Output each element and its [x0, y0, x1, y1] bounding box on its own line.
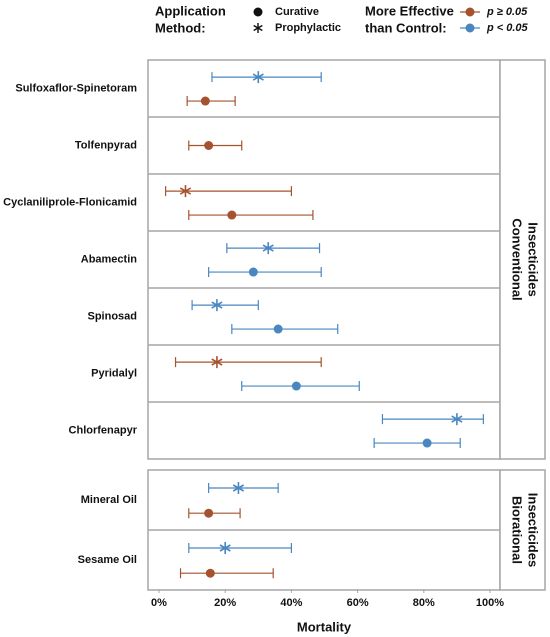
legend-marker: [253, 7, 263, 17]
point: [179, 185, 192, 198]
error-bar: [191, 300, 259, 311]
row-label: Tolfenpyrad: [75, 139, 137, 151]
row-label: Chlorfenapyr: [69, 424, 138, 436]
point: [211, 356, 223, 369]
row-label: Cyclaniliprole-Flonicamid: [3, 196, 137, 208]
legend-label: Prophylactic: [275, 22, 341, 34]
panel-label: Biorational: [510, 496, 525, 564]
point: [422, 438, 432, 448]
panel-label: Conventional: [510, 218, 525, 300]
legend-marker: [253, 23, 263, 33]
x-tick-label: 80%: [413, 597, 435, 609]
error-bar: [188, 543, 292, 553]
x-tick-label: 0%: [151, 597, 167, 609]
point: [252, 71, 264, 84]
point: [262, 242, 274, 255]
error-bar: [179, 568, 274, 579]
legend-label: p < 0.05: [486, 22, 529, 34]
point: [273, 324, 283, 334]
row-label: Mineral Oil: [81, 494, 137, 506]
error-bar: [226, 243, 321, 254]
panel-strip: [499, 59, 546, 460]
method-legend-title: Method:: [155, 20, 206, 35]
error-bar: [188, 210, 314, 221]
significance-legend-title: More Effective: [365, 3, 454, 18]
error-bar: [208, 483, 279, 493]
panel-label: Insecticides: [526, 222, 541, 296]
significance-legend-title: than Control:: [365, 20, 447, 35]
x-tick-label: 60%: [347, 597, 369, 609]
point: [291, 381, 301, 391]
row-label: Abamectin: [81, 253, 138, 265]
row-label: Sulfoxaflor-Spinetoram: [15, 82, 137, 94]
point: [211, 299, 223, 312]
error-bar: [188, 140, 243, 151]
x-tick-label: 40%: [280, 597, 302, 609]
legend-marker: [465, 23, 475, 33]
error-bar: [174, 357, 322, 368]
error-bar: [211, 72, 322, 83]
point: [219, 542, 231, 554]
error-bar: [188, 508, 241, 519]
x-axis-title: Mortality: [297, 619, 352, 634]
error-bar: [373, 438, 461, 449]
point: [227, 210, 237, 220]
panel-label: Insecticides: [526, 493, 541, 567]
error-bar: [186, 96, 236, 107]
method-legend-title: Application: [155, 3, 226, 18]
legend-marker: [465, 7, 475, 17]
x-tick-label: 20%: [214, 597, 236, 609]
point: [204, 508, 214, 518]
row-label: Sesame Oil: [78, 554, 137, 566]
legend-label: Curative: [275, 6, 319, 18]
error-bar: [381, 414, 484, 425]
legend-label: p ≥ 0.05: [486, 6, 528, 18]
error-bar: [208, 267, 322, 278]
point: [232, 482, 245, 494]
point: [205, 568, 215, 578]
panel: [147, 59, 501, 460]
error-bar: [231, 324, 339, 335]
point: [451, 413, 463, 426]
point: [200, 96, 210, 106]
point: [248, 267, 258, 277]
x-tick-label: 100%: [476, 597, 504, 609]
point: [204, 141, 214, 150]
row-label: Spinosad: [87, 310, 137, 322]
row-label: Pyridalyl: [91, 367, 137, 379]
